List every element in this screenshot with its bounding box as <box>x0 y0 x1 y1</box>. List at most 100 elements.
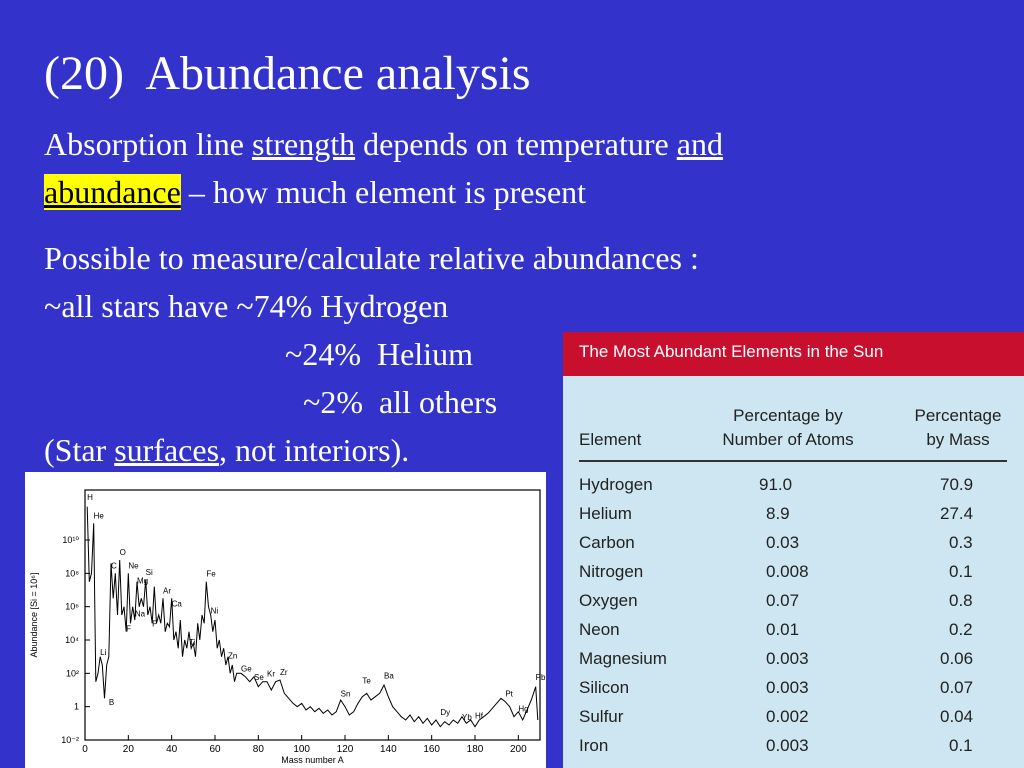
header-rule <box>579 460 1007 462</box>
cell-mass: 0.06 <box>940 649 974 668</box>
cell-mass: 0.8 <box>949 591 973 610</box>
column-header-atoms-1: Percentage by <box>733 406 843 425</box>
text-line-1: Absorption line strength depends on temp… <box>44 124 723 164</box>
cell-atoms: 0.07 <box>766 591 800 610</box>
x-tick-label: 120 <box>337 744 354 755</box>
abundance-chart-svg: 0 20 40 60 80 100 120 140 160 180 200 10⁻² 1 10² 10⁴ 10… <box>29 489 546 765</box>
element-annotation: Fe <box>206 570 216 579</box>
element-annotation: F <box>126 625 131 634</box>
x-tick-label: 160 <box>423 744 440 755</box>
cell-atoms: 91.0 <box>759 475 793 494</box>
cell-atoms: 0.003 <box>766 649 809 668</box>
cell-element: Hydrogen <box>579 475 653 494</box>
element-annotation: Zn <box>228 651 237 660</box>
element-annotation: Hg <box>518 705 528 714</box>
underlined-strength: strength <box>251 126 356 162</box>
element-annotation: Te <box>362 676 371 685</box>
cell-atoms: 0.01 <box>766 620 800 639</box>
highlighted-abundance: abundance <box>44 174 181 210</box>
text-line-3: Possible to measure/calculate relative a… <box>44 240 699 276</box>
element-annotation: He <box>94 511 105 520</box>
element-annotation: P <box>152 620 157 629</box>
element-annotation: C <box>111 561 117 570</box>
element-annotation: H <box>87 493 93 502</box>
cell-mass: 0.1 <box>949 562 973 581</box>
cell-element: Nitrogen <box>579 562 644 581</box>
cell-mass: 0.04 <box>940 707 974 726</box>
element-annotation: Se <box>254 673 264 682</box>
table-row: Silicon 0.003 0.07 <box>563 673 1024 702</box>
x-tick-label: 180 <box>467 744 484 755</box>
element-annotation: B <box>109 698 114 707</box>
table-row: Oxygen 0.07 0.8 <box>563 586 1024 615</box>
element-annotation: Ca <box>172 600 183 609</box>
element-annotation: Na <box>135 610 146 619</box>
table-row: Carbon 0.03 0.3 <box>563 528 1024 557</box>
element-annotation: Yb <box>462 713 472 722</box>
x-tick-label: 140 <box>380 744 397 755</box>
element-annotation: Ar <box>163 586 171 595</box>
abundance-table-panel: The Most Abundant Elements in the Sun El… <box>563 332 1024 768</box>
element-annotation: Mg <box>137 576 148 585</box>
table-row: Sulfur 0.002 0.04 <box>563 702 1024 731</box>
text-segment: depends on temperature <box>355 126 677 162</box>
element-annotation: Hf <box>475 711 484 720</box>
text-line-2: abundance – how much element is present <box>44 172 586 212</box>
column-header-mass-1: Percentage <box>914 406 1002 425</box>
cell-mass: 0.2 <box>949 620 973 639</box>
element-annotation: Ge <box>241 665 252 674</box>
y-tick-label: 10¹⁰ <box>62 535 79 545</box>
element-annotation: O <box>120 548 126 557</box>
underlined-and: and <box>676 126 723 162</box>
underlined-surfaces: surfaces <box>114 432 220 468</box>
text-line-7: (Star surfaces, not interiors). <box>44 430 409 470</box>
table-row: Hydrogen 91.0 70.9 <box>563 470 1024 499</box>
cell-atoms: 0.003 <box>766 678 809 697</box>
y-tick-label: 10⁻² <box>61 735 79 745</box>
text-segment: – how much element is present <box>180 174 587 210</box>
x-axis-label: Mass number A <box>281 755 344 765</box>
cell-element: Sulfur <box>579 707 624 726</box>
element-annotation: Dy <box>440 708 450 717</box>
element-annotation: Sn <box>341 690 351 699</box>
element-annotation: Kr <box>267 670 275 679</box>
y-tick-label: 10⁴ <box>65 635 79 645</box>
cell-element: Helium <box>579 504 632 523</box>
element-annotation: Ne <box>128 561 139 570</box>
slide-title: (20) Abundance analysis <box>44 47 531 100</box>
x-tick-label: 200 <box>510 744 527 755</box>
cell-mass: 0.1 <box>949 736 973 755</box>
cell-element: Oxygen <box>579 591 638 610</box>
table-row: Magnesium 0.003 0.06 <box>563 644 1024 673</box>
element-annotation: Ni <box>211 606 219 615</box>
column-header-mass-2: by Mass <box>926 430 990 449</box>
y-tick-label: 10⁸ <box>65 568 79 578</box>
text-segment: , not interiors). <box>219 432 410 468</box>
plot-frame <box>84 489 541 741</box>
table-row: Neon 0.01 0.2 <box>563 615 1024 644</box>
cell-mass: 70.9 <box>940 475 974 494</box>
cell-element: Neon <box>579 620 620 639</box>
table-row: Iron 0.003 0.1 <box>563 731 1024 760</box>
cell-atoms: 0.002 <box>766 707 809 726</box>
text-segment: (Star <box>44 432 115 468</box>
cell-element: Magnesium <box>579 649 667 668</box>
element-annotation: Li <box>100 648 106 657</box>
text-line-5: ~24% Helium <box>285 336 473 372</box>
table-row: Nitrogen 0.008 0.1 <box>563 557 1024 586</box>
column-header-element: Element <box>579 430 642 449</box>
y-tick-label: 10⁶ <box>65 602 79 612</box>
abundance-series-line <box>86 506 539 728</box>
y-tick-label: 1 <box>74 702 79 712</box>
x-tick-label: 20 <box>123 744 135 755</box>
cell-atoms: 8.9 <box>766 504 790 523</box>
cell-element: Iron <box>579 736 609 755</box>
abundance-chart: 0 20 40 60 80 100 120 140 160 180 200 10⁻² 1 10² 10⁴ 10… <box>25 472 546 768</box>
table-row: Helium 8.9 27.4 <box>563 499 1024 528</box>
x-tick-label: 0 <box>82 744 88 755</box>
element-annotation: Pt <box>505 690 513 699</box>
text-line-4: ~all stars have ~74% Hydrogen <box>44 288 449 324</box>
column-header-atoms-2: Number of Atoms <box>722 430 854 449</box>
cell-element: Silicon <box>579 678 630 697</box>
x-tick-label: 60 <box>209 744 221 755</box>
